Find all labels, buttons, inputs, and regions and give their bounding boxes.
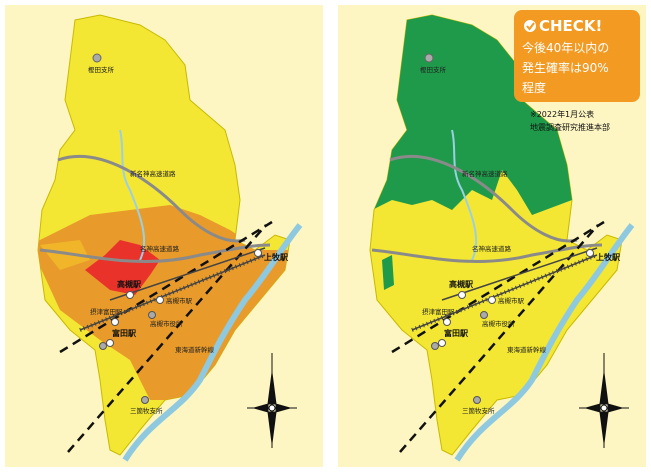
map-label: 東海道新幹線 xyxy=(507,345,547,354)
map-label: 高槻市駅 xyxy=(498,296,525,305)
map-label: 高槻市役所 xyxy=(482,319,515,328)
map-label: 高槻駅 xyxy=(117,279,142,289)
callout-note: ※2022年1月公表 xyxy=(530,109,594,119)
map-label: 富田駅 xyxy=(112,328,137,338)
map-label: 富田駅 xyxy=(444,328,469,338)
map-label: 高槻市駅 xyxy=(166,296,193,305)
map-label: 東海道新幹線 xyxy=(175,345,215,354)
map-label: 上牧駅 xyxy=(264,252,289,262)
map-label: 高槻駅 xyxy=(449,279,474,289)
map-label: 三箇牧支所 xyxy=(462,406,495,415)
map-label: 高槻市役所 xyxy=(150,319,183,328)
callout-heading: CHECK! xyxy=(539,17,602,35)
map-label: 三箇牧支所 xyxy=(130,406,163,415)
callout-line: 程度 xyxy=(522,80,546,95)
map-label: 新名神高速道路 xyxy=(462,169,508,178)
right-map: 樫田支所 新名神高速道路 名神高速道路 上牧駅 高槻駅 高槻市駅 摂津富田駅 高… xyxy=(338,5,646,467)
map-label: 名神高速道路 xyxy=(140,244,180,253)
left-map: 樫田支所 新名神高速道路 名神高速道路 上牧駅 高槻駅 高槻市駅 摂津富田駅 高… xyxy=(5,5,323,467)
map-label: 上牧駅 xyxy=(596,252,621,262)
callout-line: 今後40年以内の xyxy=(522,40,609,55)
callout-line: 発生確率は90% xyxy=(522,60,609,75)
callout-note: 地震調査研究推進本部 xyxy=(530,122,610,132)
map-label: 摂津富田駅 xyxy=(422,307,455,316)
map-label: 新名神高速道路 xyxy=(130,169,176,178)
map-label: 樫田支所 xyxy=(88,65,115,74)
map-label: 樫田支所 xyxy=(420,65,447,74)
map-label: 名神高速道路 xyxy=(472,244,512,253)
callout: CHECK! 今後40年以内の 発生確率は90% 程度 ※2022年1月公表 地… xyxy=(514,10,640,132)
map-label: 摂津富田駅 xyxy=(90,307,123,316)
